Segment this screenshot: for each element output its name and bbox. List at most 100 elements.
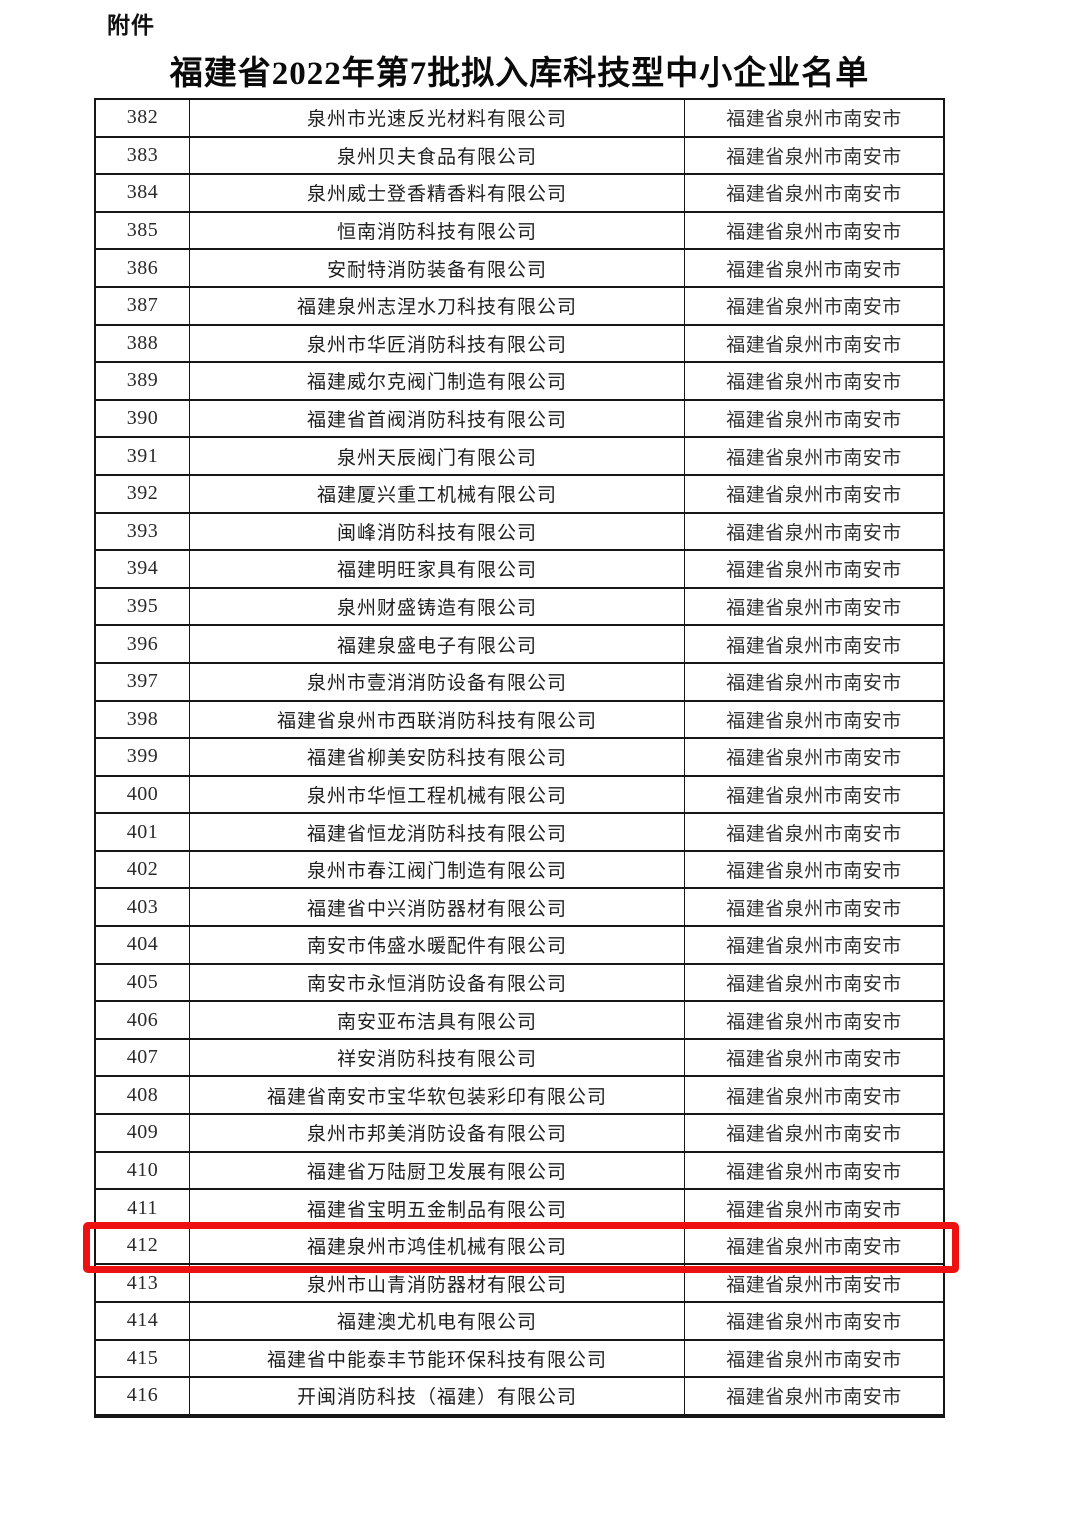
table-row: 391 泉州天辰阀门有限公司 福建省泉州市南安市 bbox=[96, 438, 943, 476]
table-row: 382 泉州市光速反光材料有限公司 福建省泉州市南安市 bbox=[96, 100, 943, 138]
company-name-cell: 福建泉盛电子有限公司 bbox=[190, 626, 685, 662]
row-number-cell: 405 bbox=[96, 964, 190, 1001]
location-cell: 福建省泉州市南安市 bbox=[726, 1011, 902, 1033]
company-name-cell: 福建省恒龙消防科技有限公司 bbox=[190, 814, 685, 850]
table-row: 404 南安市伟盛水暖配件有限公司 福建省泉州市南安市 bbox=[96, 927, 943, 965]
company-name-cell: 泉州财盛铸造有限公司 bbox=[190, 588, 685, 625]
location-cell: 福建省泉州市南安市 bbox=[726, 485, 902, 507]
row-number-cell: 410 bbox=[96, 1152, 190, 1189]
table-row: 396 福建泉盛电子有限公司 福建省泉州市南安市 bbox=[96, 626, 943, 664]
row-number-cell: 383 bbox=[96, 137, 190, 174]
table-row: 400 泉州市华恒工程机械有限公司 福建省泉州市南安市 bbox=[96, 776, 943, 815]
company-name-cell: 福建省万陆厨卫发展有限公司 bbox=[190, 1152, 685, 1189]
table-row: 415 福建省中能泰丰节能环保科技有限公司 福建省泉州市南安市 bbox=[96, 1340, 943, 1379]
row-number-cell: 384 bbox=[96, 175, 190, 211]
row-number-cell: 406 bbox=[96, 1002, 190, 1038]
table-row: 405 南安市永恒消防设备有限公司 福建省泉州市南安市 bbox=[96, 964, 943, 1003]
table-row: 409 泉州市邦美消防设备有限公司 福建省泉州市南安市 bbox=[96, 1115, 943, 1153]
table-row: 395 泉州财盛铸造有限公司 福建省泉州市南安市 bbox=[96, 588, 943, 627]
table-row: 413 泉州市山青消防器材有限公司 福建省泉州市南安市 bbox=[96, 1265, 943, 1303]
location-cell: 福建省泉州市南安市 bbox=[726, 785, 902, 807]
table-row: 406 南安亚布洁具有限公司 福建省泉州市南安市 bbox=[96, 1002, 943, 1040]
company-name-cell: 福建澳尤机电有限公司 bbox=[190, 1303, 685, 1339]
table-row: 389 福建威尔克阀门制造有限公司 福建省泉州市南安市 bbox=[96, 363, 943, 401]
row-number-cell: 408 bbox=[96, 1077, 190, 1114]
row-number-cell: 416 bbox=[96, 1378, 190, 1414]
company-name-cell: 福建省泉州市西联消防科技有限公司 bbox=[190, 701, 685, 738]
row-number-cell: 394 bbox=[96, 551, 190, 587]
company-name-cell: 泉州市春江阀门制造有限公司 bbox=[190, 851, 685, 888]
row-number-cell: 397 bbox=[96, 663, 190, 700]
row-number-cell: 387 bbox=[96, 287, 190, 324]
row-number-cell: 385 bbox=[96, 212, 190, 249]
company-name-cell: 泉州贝夫食品有限公司 bbox=[190, 137, 685, 174]
company-name-cell: 福建泉州市鸿佳机械有限公司 bbox=[190, 1227, 685, 1264]
location-cell: 福建省泉州市南安市 bbox=[726, 146, 902, 168]
location-cell: 福建省泉州市南安市 bbox=[726, 1312, 902, 1334]
location-cell: 福建省泉州市南安市 bbox=[726, 184, 902, 206]
location-cell: 福建省泉州市南安市 bbox=[726, 109, 902, 131]
location-cell: 福建省泉州市南安市 bbox=[726, 898, 902, 920]
location-cell: 福建省泉州市南安市 bbox=[726, 1274, 902, 1296]
location-cell: 福建省泉州市南安市 bbox=[726, 1049, 902, 1071]
location-cell: 福建省泉州市南安市 bbox=[726, 598, 902, 620]
company-name-cell: 泉州威士登香精香料有限公司 bbox=[190, 175, 685, 211]
company-name-cell: 祥安消防科技有限公司 bbox=[190, 1039, 685, 1076]
row-number-cell: 407 bbox=[96, 1039, 190, 1076]
table-row: 394 福建明旺家具有限公司 福建省泉州市南安市 bbox=[96, 551, 943, 589]
table-row: 401 福建省恒龙消防科技有限公司 福建省泉州市南安市 bbox=[96, 814, 943, 852]
row-number-cell: 391 bbox=[96, 438, 190, 474]
page-title: 福建省2022年第7批拟入库科技型中小企业名单 bbox=[169, 56, 870, 92]
location-cell: 福建省泉州市南安市 bbox=[726, 334, 902, 356]
row-number-cell: 409 bbox=[96, 1115, 190, 1151]
location-cell: 福建省泉州市南安市 bbox=[726, 410, 902, 432]
row-number-cell: 401 bbox=[96, 814, 190, 850]
company-name-cell: 南安市伟盛水暖配件有限公司 bbox=[190, 927, 685, 963]
company-table: 382 泉州市光速反光材料有限公司 福建省泉州市南安市 383 泉州贝夫食品有限… bbox=[83, 98, 959, 1418]
location-cell: 福建省泉州市南安市 bbox=[726, 222, 902, 244]
company-name-cell: 福建省南安市宝华软包装彩印有限公司 bbox=[190, 1077, 685, 1114]
location-cell: 福建省泉州市南安市 bbox=[726, 522, 902, 544]
location-cell: 福建省泉州市南安市 bbox=[726, 936, 902, 958]
row-number-cell: 412 bbox=[96, 1227, 190, 1264]
company-name-cell: 恒南消防科技有限公司 bbox=[190, 212, 685, 249]
table-row: 411 福建省宝明五金制品有限公司 福建省泉州市南安市 bbox=[96, 1190, 943, 1228]
location-cell: 福建省泉州市南安市 bbox=[726, 1349, 902, 1371]
row-number-cell: 415 bbox=[96, 1340, 190, 1377]
company-name-cell: 闽峰消防科技有限公司 bbox=[190, 513, 685, 550]
table-row: 388 泉州市华匠消防科技有限公司 福建省泉州市南安市 bbox=[96, 325, 943, 364]
company-name-cell: 泉州市光速反光材料有限公司 bbox=[190, 100, 685, 136]
row-number-cell: 402 bbox=[96, 851, 190, 888]
location-cell: 福建省泉州市南安市 bbox=[726, 560, 902, 582]
company-name-cell: 福建厦兴重工机械有限公司 bbox=[190, 475, 685, 512]
table-row: 416 开闽消防科技（福建）有限公司 福建省泉州市南安市 bbox=[96, 1378, 943, 1416]
company-name-cell: 泉州市华匠消防科技有限公司 bbox=[190, 325, 685, 362]
company-name-cell: 福建省柳美安防科技有限公司 bbox=[190, 739, 685, 775]
company-name-cell: 泉州市山青消防器材有限公司 bbox=[190, 1265, 685, 1301]
location-cell: 福建省泉州市南安市 bbox=[726, 259, 902, 281]
location-cell: 福建省泉州市南安市 bbox=[726, 1086, 902, 1108]
location-cell: 福建省泉州市南安市 bbox=[726, 447, 902, 469]
table-row: 392 福建厦兴重工机械有限公司 福建省泉州市南安市 bbox=[96, 475, 943, 514]
row-number-cell: 399 bbox=[96, 739, 190, 775]
location-cell: 福建省泉州市南安市 bbox=[726, 1199, 902, 1221]
company-name-cell: 泉州市壹消消防设备有限公司 bbox=[190, 663, 685, 700]
location-cell: 福建省泉州市南安市 bbox=[726, 748, 902, 770]
row-number-cell: 404 bbox=[96, 927, 190, 963]
table-row: 383 泉州贝夫食品有限公司 福建省泉州市南安市 bbox=[96, 137, 943, 176]
row-number-cell: 395 bbox=[96, 588, 190, 625]
row-number-cell: 411 bbox=[96, 1190, 190, 1226]
table-row: 414 福建澳尤机电有限公司 福建省泉州市南安市 bbox=[96, 1303, 943, 1341]
table-row: 384 泉州威士登香精香料有限公司 福建省泉州市南安市 bbox=[96, 175, 943, 213]
title-container: 福建省2022年第7批拟入库科技型中小企业名单 bbox=[94, 46, 945, 94]
table-row: 410 福建省万陆厨卫发展有限公司 福建省泉州市南安市 bbox=[96, 1152, 943, 1191]
company-name-cell: 福建省首阀消防科技有限公司 bbox=[190, 400, 685, 437]
company-name-cell: 安耐特消防装备有限公司 bbox=[190, 250, 685, 286]
table-row: 397 泉州市壹消消防设备有限公司 福建省泉州市南安市 bbox=[96, 663, 943, 702]
row-number-cell: 400 bbox=[96, 776, 190, 813]
row-number-cell: 386 bbox=[96, 250, 190, 286]
row-number-cell: 413 bbox=[96, 1265, 190, 1301]
company-name-cell: 福建省中兴消防器材有限公司 bbox=[190, 889, 685, 926]
row-number-cell: 398 bbox=[96, 701, 190, 738]
